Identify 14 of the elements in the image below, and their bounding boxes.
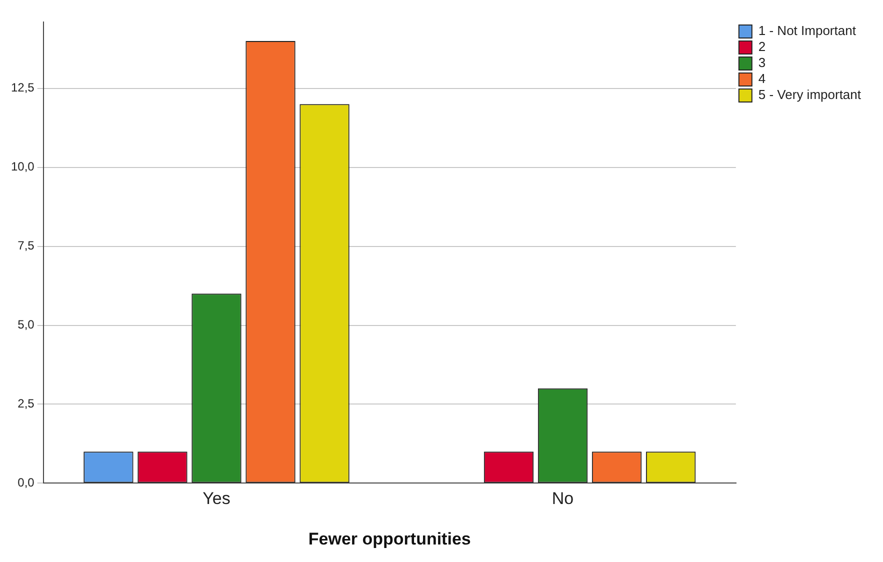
y-tick-label: 0,0 [18, 476, 35, 490]
legend-label: 5 - Very important [758, 87, 862, 102]
legend-label: 2 [758, 39, 766, 54]
legend-label: 3 [758, 55, 766, 70]
x-tick-label: No [552, 489, 574, 508]
y-tick-label: 12,5 [10, 80, 35, 95]
y-tick-label: 7,5 [18, 238, 35, 253]
x-axis-title: Fewer opportunities [308, 529, 471, 548]
y-tick-label: 2,5 [18, 396, 35, 411]
y-tick-label: 10,0 [10, 160, 35, 174]
legend-label: 4 [758, 71, 766, 86]
y-tick-label: 5,0 [18, 318, 35, 332]
x-tick-label: Yes [202, 489, 230, 508]
legend-label: 1 - Not Important [758, 23, 856, 38]
